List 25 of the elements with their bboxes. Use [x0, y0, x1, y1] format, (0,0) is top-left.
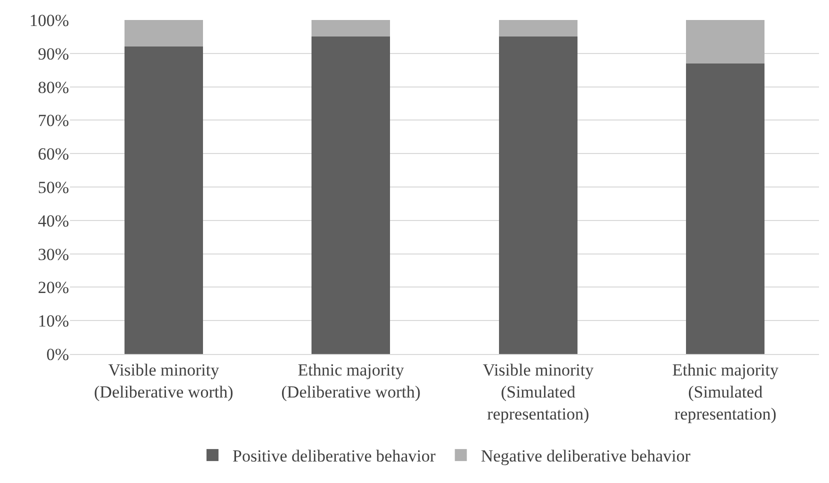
bar: [124, 20, 203, 47]
y-tick-label: 30%: [38, 244, 69, 264]
bar: [686, 20, 765, 64]
y-tick-label: 60%: [38, 144, 69, 164]
bar: [124, 46, 203, 354]
x-tick-label: Visible minority (Deliberative worth): [94, 360, 234, 402]
legend-label: Negative deliberative behavior: [480, 446, 691, 466]
y-tick-label: 80%: [38, 78, 69, 97]
bar: [498, 20, 578, 37]
y-tick-label: 10%: [38, 312, 69, 331]
y-tick-label: 90%: [38, 44, 69, 64]
y-tick-label: 50%: [38, 178, 69, 197]
y-tick-label: 20%: [38, 278, 69, 298]
x-tick-label: Ethnic majority (Deliberative worth): [281, 360, 421, 402]
bar: [498, 36, 578, 354]
y-tick-label: 40%: [38, 211, 69, 230]
bar: [686, 63, 765, 354]
y-tick-label: 70%: [38, 111, 69, 130]
y-tick-label: 0%: [46, 344, 69, 364]
legend-label: Positive deliberative behavior: [232, 446, 436, 466]
bar: [312, 20, 390, 37]
x-tick-label: Ethnic majority (Simulated representation): [672, 360, 779, 424]
x-tick-label: Visible minority (Simulated representation): [482, 360, 594, 424]
y-tick-label: 100%: [29, 10, 69, 30]
bar: [312, 36, 390, 354]
